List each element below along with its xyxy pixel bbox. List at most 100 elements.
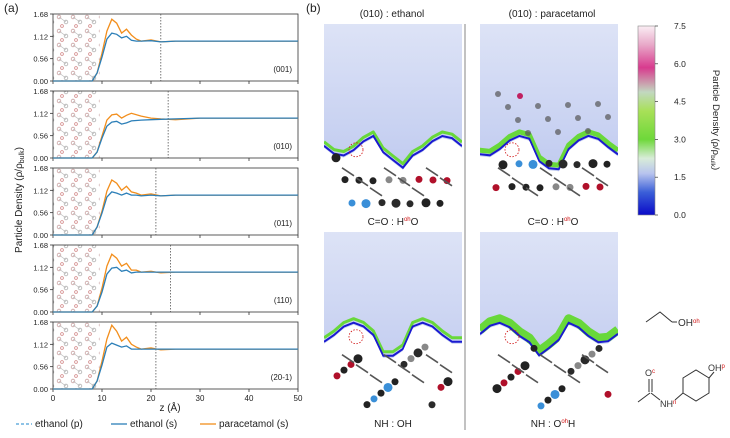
atom [558, 385, 566, 393]
adsorbed-atom [505, 104, 511, 110]
crystal-structure-inset [53, 245, 100, 312]
bond [581, 167, 595, 177]
bond [497, 354, 511, 364]
bond [497, 167, 511, 177]
y-tick-label: 0.00 [33, 77, 48, 86]
map-title-paracetamol: (010) : paracetamol [509, 9, 596, 20]
crystal-region [480, 316, 618, 418]
adsorbed-atom [515, 117, 521, 123]
y-tick-label: 1.68 [33, 10, 48, 19]
subplot-frame [52, 244, 299, 313]
y-tick-label: 1.12 [33, 109, 48, 118]
atom [508, 183, 516, 191]
atom [515, 160, 523, 168]
atom [492, 384, 502, 394]
atom [558, 159, 568, 169]
bond [539, 167, 553, 177]
colorbar-tick-label: 0.0 [674, 210, 686, 220]
atom [507, 373, 515, 381]
adsorbed-atom [585, 128, 591, 134]
density-surface-edge [324, 134, 462, 170]
atom [604, 390, 612, 398]
bond [439, 364, 453, 374]
density-map-panel [324, 24, 462, 214]
bond [397, 177, 411, 187]
x-tick-label: 40 [245, 394, 254, 403]
panel-a-label: (a) [4, 1, 19, 15]
bond [411, 187, 425, 197]
adsorbed-atom [605, 114, 611, 120]
crystal-region [480, 129, 618, 214]
x-tick-label: 50 [294, 394, 303, 403]
map-caption-ethanol-bottom: NH : OH [374, 419, 412, 430]
legend-label-ethanol-p: ethanol (p) [35, 419, 83, 430]
bond [425, 167, 439, 177]
atom [603, 160, 611, 168]
atom [528, 159, 538, 169]
atom [437, 383, 445, 391]
x-tick-label: 30 [196, 394, 205, 403]
atom [550, 389, 560, 399]
atom [566, 183, 574, 191]
adsorbed-atom [595, 101, 601, 107]
crystal-structure-inset [53, 91, 100, 158]
density-surface-band [480, 314, 618, 356]
atom [348, 199, 356, 207]
map-title-ethanol: (010) : ethanol [360, 9, 425, 20]
ethanol-molecule-sketch: OHoh [645, 311, 700, 329]
subplot-frame [52, 90, 299, 159]
atom [498, 160, 508, 170]
atom [537, 402, 545, 410]
colorbar-tick-label: 6.0 [674, 59, 686, 69]
y-tick-label: 0.00 [33, 154, 48, 163]
bond [341, 167, 355, 177]
adsorbed-atom [535, 103, 541, 109]
y-tick-label: 1.12 [33, 32, 48, 41]
density-surface-edge [480, 321, 618, 357]
y-tick-label: 1.68 [33, 164, 48, 173]
atom [545, 159, 553, 167]
atom [361, 199, 371, 209]
y-tick-label: 0.56 [33, 363, 48, 372]
bond [369, 187, 383, 197]
density-map-panel [480, 232, 618, 418]
subplot-20-1: 0.00 0.56 1.12 1.68 0 10 20 30 40 50 (20-1) [33, 318, 303, 403]
atom [573, 161, 581, 169]
atom [400, 360, 408, 368]
density-surface-edge [480, 134, 618, 171]
atom [443, 377, 453, 387]
bond [553, 364, 567, 374]
atom [363, 401, 371, 409]
x-axis-label: z (Å) [159, 401, 180, 414]
colorbar-tick-label: 7.5 [674, 21, 686, 31]
bond [525, 187, 539, 197]
crystal-structure-inset [53, 322, 100, 389]
colorbar-gradient [637, 25, 656, 216]
adsorbed-atom [555, 129, 561, 135]
crystal-region [324, 129, 462, 214]
bond [595, 364, 609, 374]
adsorbed-atom [525, 130, 531, 136]
density-surface-edge [324, 321, 462, 357]
atom [436, 199, 444, 207]
bond [355, 177, 369, 187]
colorbar: 7.5 6.0 4.5 3.0 1.5 0.0 Particle Density (ρ/ρ… [637, 21, 721, 220]
atom [596, 183, 604, 191]
bond [567, 187, 581, 197]
atom [567, 367, 575, 375]
atom [544, 396, 552, 404]
atom [429, 176, 437, 184]
series-line-ethanol-s- [53, 342, 298, 390]
density-surface-band [480, 129, 618, 168]
atom [331, 153, 341, 163]
subplot-frame [52, 13, 299, 82]
atom [428, 401, 436, 409]
atom [574, 362, 582, 370]
y-tick-label: 0.00 [33, 231, 48, 240]
y-tick-label: 1.12 [33, 263, 48, 272]
bond [425, 354, 439, 364]
bond [383, 354, 397, 364]
atom [391, 378, 399, 386]
atom [377, 389, 385, 397]
